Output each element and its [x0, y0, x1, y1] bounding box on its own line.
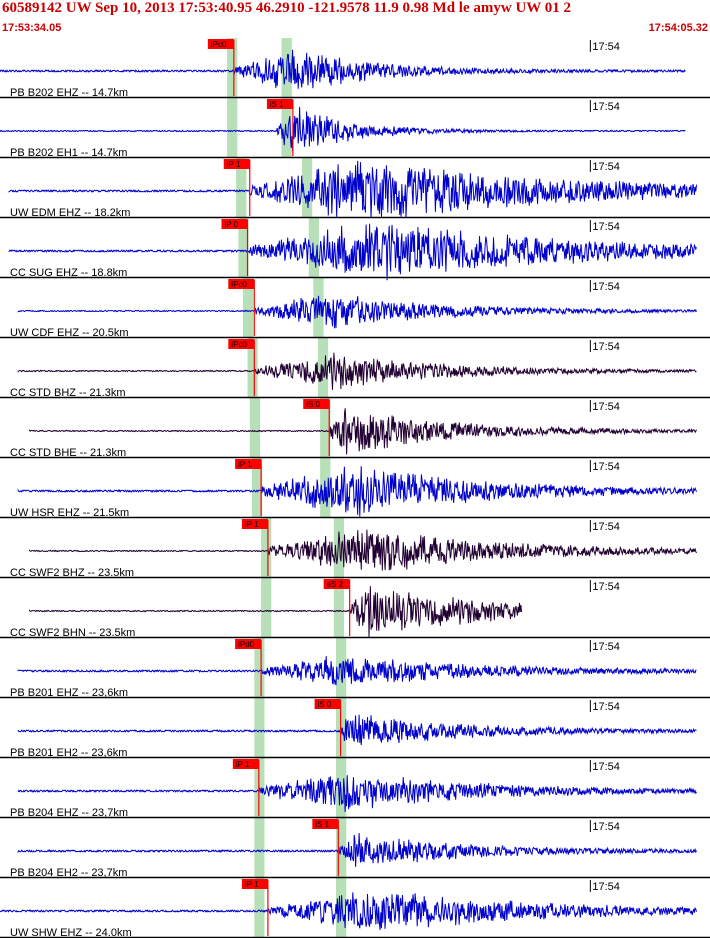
station-label: PB B202 EH1 -- 14.7km — [10, 147, 127, 159]
waveform — [17, 775, 697, 812]
pick-label: iPc0 — [231, 340, 247, 349]
station-label: PB B201 EHZ -- 23,6km — [10, 687, 128, 699]
station-label: CC SUG EHZ -- 18.8km — [10, 267, 127, 279]
time-tick-label: 17:54 — [592, 401, 620, 413]
pick-flag — [232, 759, 259, 769]
waveform — [0, 49, 686, 89]
pick-flag — [323, 579, 350, 589]
pick-label: eS 2 — [327, 580, 344, 589]
pick-label: iS 1 — [315, 820, 329, 829]
waveform — [17, 295, 697, 329]
waveform — [17, 656, 697, 686]
waveform — [17, 466, 697, 517]
waveform — [0, 106, 686, 152]
waveform — [8, 160, 697, 218]
pick-label: iS 0 — [306, 400, 320, 409]
trace-row: 17:54 iP 1 UW HSR EHZ -- 21.5km — [0, 459, 710, 519]
time-tick-label: 17:54 — [592, 881, 620, 893]
station-label: CC STD BHZ -- 21.3km — [10, 387, 126, 399]
time-tick-label: 17:54 — [592, 461, 620, 473]
trace-row: 17:54 iS 0 PB B201 EH2 -- 23,6km — [0, 699, 710, 759]
trace-row: 17:54 iS 0 CC STD BHE -- 21.3km — [0, 399, 710, 459]
station-label: CC SWF2 BHN -- 23.5km — [10, 627, 135, 639]
pick-flag — [241, 519, 268, 529]
pick-label: iP 1 — [245, 520, 259, 529]
event-title: 60589142 UW Sep 10, 2013 17:53:40.95 46.… — [2, 0, 572, 16]
time-tick-label: 17:54 — [592, 641, 620, 653]
trace-row: 17:54 eS 2 CC SWF2 BHN -- 23.5km — [0, 579, 710, 639]
trace-row: 17:54 iPc0 CC STD BHZ -- 21.3km — [0, 339, 710, 399]
pick-flag — [314, 699, 341, 709]
time-tick-label: 17:54 — [592, 581, 620, 593]
seismogram-panel: 17:54 iPc0 PB B202 EHZ -- 14.7km 17:54 iS 1 P… — [0, 38, 710, 938]
trace-row: 17:54 iS 1 PB B204 EH2 -- 23,7km — [0, 819, 710, 879]
time-tick-label: 17:54 — [592, 221, 620, 233]
time-tick-label: 17:54 — [592, 41, 620, 53]
record-header: 60589142 UW Sep 10, 2013 17:53:40.95 46.… — [0, 0, 710, 38]
waveform — [29, 529, 698, 571]
trace-row: 17:54 iPc0 UW CDF EHZ -- 20.5km — [0, 279, 710, 339]
pick-label: iPd0 — [238, 640, 255, 649]
station-label: PB B201 EH2 -- 23,6km — [10, 747, 127, 759]
window-end-time: 17:54:05.32 — [648, 22, 708, 34]
pick-label: iP 1 — [236, 760, 250, 769]
pick-label: iS 1 — [270, 100, 284, 109]
trace-row: 17:54 iPd0 PB B201 EHZ -- 23,6km — [0, 639, 710, 699]
pick-label: iPc0 — [231, 280, 247, 289]
time-tick-label: 17:54 — [592, 521, 620, 533]
pick-label: iP 0 — [224, 220, 238, 229]
waveform — [29, 408, 698, 455]
pick-flag — [303, 399, 330, 409]
waveform — [17, 352, 697, 390]
waveform — [17, 832, 697, 867]
trace-row: 17:54 iP 1 UW SHW EHZ -- 24.0km — [0, 879, 710, 938]
trace-row: 17:54 iP 0 CC SUG EHZ -- 18.8km — [0, 219, 710, 281]
pick-flag — [235, 639, 262, 649]
pick-flag — [221, 219, 248, 229]
trace-row: 17:54 iS 1 PB B202 EH1 -- 14.7km — [0, 99, 710, 159]
station-label: CC STD BHE -- 21.3km — [10, 447, 126, 459]
station-label: UW HSR EHZ -- 21.5km — [10, 507, 129, 519]
waveform — [29, 586, 523, 638]
pick-flag — [312, 819, 339, 829]
waveform — [0, 892, 697, 930]
phase-window-1 — [227, 38, 272, 938]
trace-row: 17:54 iP 1 UW EDM EHZ -- 18.2km — [0, 159, 710, 219]
trace-row: 17:54 iP 1 PB B204 EHZ -- 23,7km — [0, 759, 710, 819]
time-tick-label: 17:54 — [592, 281, 620, 293]
station-label: PB B204 EHZ -- 23,7km — [10, 807, 128, 819]
pick-flag — [235, 459, 262, 469]
time-tick-label: 17:54 — [592, 701, 620, 713]
pick-flag — [266, 99, 293, 109]
time-tick-label: 17:54 — [592, 761, 620, 773]
trace-row: 17:54 iP 1 CC SWF2 BHZ -- 23.5km — [0, 519, 710, 579]
time-tick-label: 17:54 — [592, 341, 620, 353]
station-label: UW CDF EHZ -- 20.5km — [10, 327, 129, 339]
time-tick-label: 17:54 — [592, 161, 620, 173]
time-tick-label: 17:54 — [592, 101, 620, 113]
pick-label: iP 1 — [245, 880, 259, 889]
waveform — [8, 223, 697, 281]
pick-label: iP 1 — [227, 160, 241, 169]
time-tick-label: 17:54 — [592, 821, 620, 833]
pick-label: iPc0 — [211, 40, 227, 49]
pick-flag — [241, 879, 268, 889]
waveform — [17, 714, 697, 746]
pick-flag — [223, 159, 250, 169]
station-label: UW SHW EHZ -- 24.0km — [10, 927, 132, 938]
station-label: UW EDM EHZ -- 18.2km — [10, 207, 130, 219]
pick-flag — [207, 39, 234, 49]
pick-label: iS 0 — [318, 700, 332, 709]
window-start-time: 17:53:34.05 — [2, 22, 62, 34]
trace-row: 17:54 iPc0 PB B202 EHZ -- 14.7km — [0, 39, 710, 99]
station-label: CC SWF2 BHZ -- 23.5km — [10, 567, 134, 579]
pick-label: iP 1 — [238, 460, 252, 469]
pick-flag — [228, 279, 255, 289]
pick-flag — [228, 339, 255, 349]
station-label: PB B204 EH2 -- 23,7km — [10, 867, 127, 879]
station-label: PB B202 EHZ -- 14.7km — [10, 87, 128, 99]
